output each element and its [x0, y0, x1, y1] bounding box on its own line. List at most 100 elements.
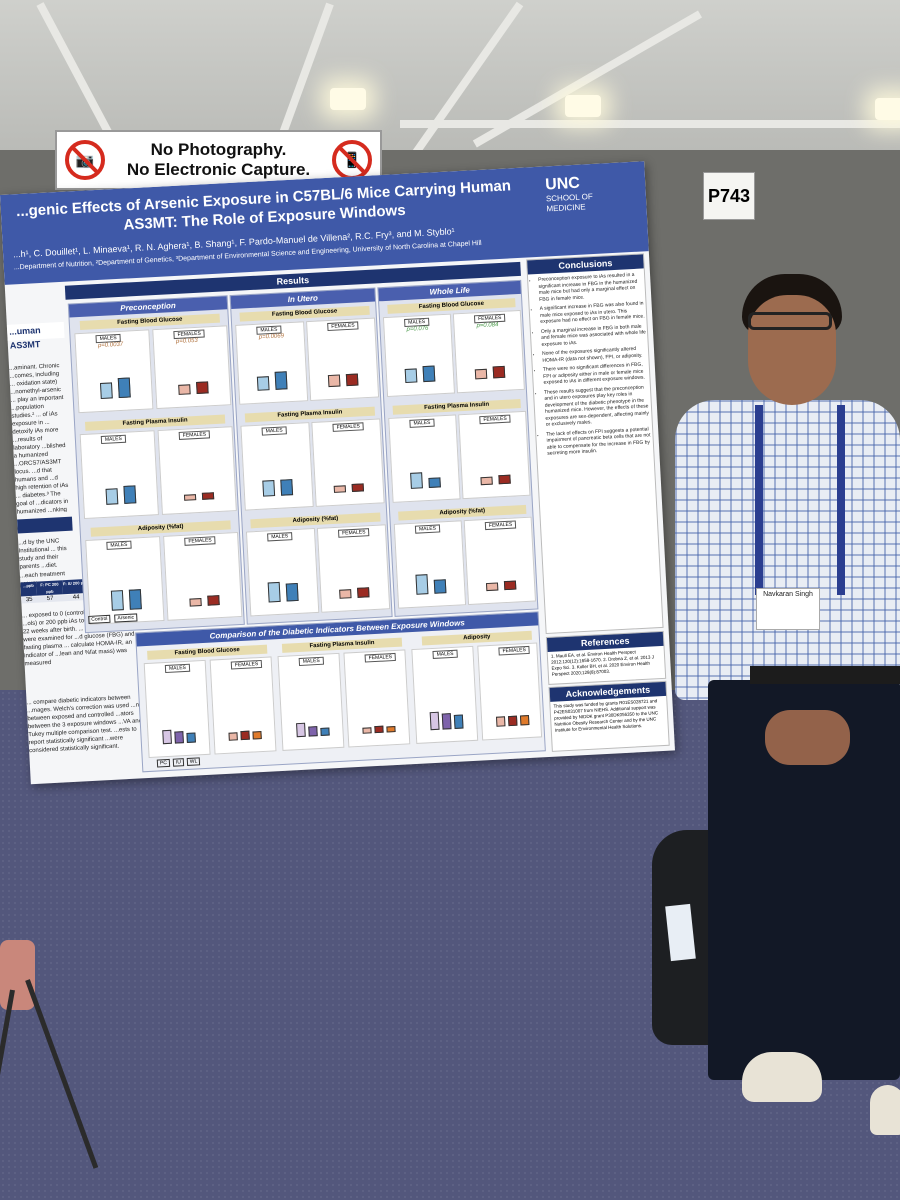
ceiling-light — [565, 95, 601, 117]
boxplot-wl — [453, 714, 464, 729]
boxplot-arsenic — [280, 479, 294, 496]
preconception-panel: Preconception Fasting Blood Glucose MALE… — [67, 295, 245, 634]
chart-fbg-females: FEMALES — [306, 317, 380, 402]
boxplot-wl — [252, 731, 262, 740]
boxplot-control — [178, 384, 191, 395]
boxplot-arsenic — [201, 492, 215, 500]
conclusion-item: These results suggest that the preconcep… — [544, 384, 652, 428]
boxplot-arsenic — [433, 579, 447, 594]
boxplot-wl — [386, 726, 396, 733]
group-label-wl: WL — [186, 757, 201, 766]
boxplot-control — [105, 488, 119, 505]
boxplot-arsenic — [285, 582, 299, 602]
chart-fpi-females: FEMALES — [157, 426, 237, 515]
badge-name: Navkaran Singh — [763, 591, 813, 598]
no-phone-icon: 📱 — [332, 140, 372, 180]
chart-fat-males: MALES — [393, 520, 467, 609]
boxplot-arsenic — [492, 365, 506, 379]
methods-bar — [17, 516, 73, 534]
booth-number: P743 — [703, 172, 755, 220]
boxplot-arsenic — [357, 587, 370, 598]
intro-text: ...aminant. Chronic ...comes, including … — [8, 363, 69, 515]
boxplot-control — [267, 581, 281, 603]
boxplot-arsenic — [196, 381, 209, 394]
comparison-group-labels: PC IU WL — [156, 757, 201, 768]
boxplot-control — [339, 589, 352, 599]
boxplot-pc — [228, 732, 238, 741]
legend-control: Control — [88, 614, 111, 624]
sex-label: FEMALES — [332, 422, 365, 432]
chart-fat-males: MALES — [85, 536, 165, 625]
chair-seat — [0, 940, 35, 1010]
sex-label: MALES — [106, 540, 132, 550]
chart-cmp-fpi-males: MALES — [277, 652, 345, 751]
unc-logo-name: UNC — [544, 174, 581, 194]
boxplot-control — [404, 368, 418, 384]
sex-label: FEMALES — [178, 430, 211, 440]
boxplot-control — [474, 368, 488, 380]
chart-fat-females: FEMALES — [163, 532, 243, 621]
boxplot-arsenic — [351, 483, 365, 492]
sex-label: FEMALES — [327, 321, 359, 332]
sex-label: FEMALES — [337, 528, 370, 538]
boxplot-pc — [296, 722, 306, 738]
boxplot-wl — [320, 727, 330, 736]
boxplot-control — [99, 382, 113, 400]
sex-label: FEMALES — [484, 520, 517, 531]
boxplot-control — [110, 590, 124, 611]
p-value: p=0.076 — [406, 325, 429, 333]
left-shoe — [742, 1052, 822, 1102]
conclusion-item: The lack of effects on FPI suggests a po… — [546, 426, 653, 458]
conclusion-item: Preconception exposure to iAs resulted i… — [538, 271, 645, 303]
boxplot-control — [256, 376, 270, 391]
group-label-pc: PC — [156, 758, 171, 768]
sign-line-2: No Electronic Capture. — [126, 160, 311, 179]
boxplot-arsenic — [498, 474, 511, 485]
sex-label: MALES — [100, 434, 127, 445]
conclusion-item: A significant increase in FBG was also f… — [540, 300, 647, 325]
boxplot-arsenic — [428, 477, 441, 488]
sex-label: MALES — [298, 656, 324, 666]
table-cell: 35 — [25, 596, 33, 604]
chart-fpi-males: MALES — [388, 414, 461, 503]
sex-label: MALES — [267, 532, 293, 542]
sign-text: No Photography. No Electronic Capture. — [113, 140, 324, 180]
boxplot-arsenic — [503, 580, 517, 591]
chart-fbg-males: MALES p=0.0069 — [235, 321, 309, 405]
chart-fpi-males: MALES — [79, 430, 159, 520]
boxplot-arsenic — [274, 371, 288, 390]
chart-fat-females: FEMALES — [316, 524, 391, 613]
chart-cmp-fat-males: MALES — [411, 645, 479, 744]
ceiling-beam — [274, 2, 334, 147]
chart-fpi-females: FEMALES — [458, 410, 531, 500]
references-text: 1. Maull EA, et al. Environ Health Persp… — [550, 649, 655, 677]
boxplot-iu — [240, 730, 250, 741]
boxplot-control — [183, 494, 197, 501]
sex-label: MALES — [432, 649, 458, 659]
chart-cmp-fbg-males: MALES — [143, 659, 211, 758]
boxplot-pc — [162, 729, 172, 745]
right-shoe — [870, 1085, 900, 1135]
chart-fbg-males: MALES p=0.0037 — [74, 329, 154, 414]
chart-fbg-females: FEMALES p=0.053 — [152, 325, 232, 410]
boxplot-control — [327, 374, 341, 388]
table-header-cell: F: PC 200 ppb — [36, 580, 63, 596]
stats-text: ... compare diabetic indicators between … — [26, 694, 146, 755]
chart-cmp-fbg-females: FEMALES — [209, 656, 277, 755]
boxplot-arsenic — [422, 365, 436, 383]
boxplot-control — [333, 485, 347, 493]
left-heading: ...uman AS3MT — [6, 321, 65, 351]
boxplot-wl — [519, 715, 530, 726]
boxplot-pc — [362, 727, 372, 734]
boxplot-iu — [441, 713, 452, 730]
boxplot-wl — [186, 732, 196, 743]
boxplot-control — [480, 476, 493, 486]
clasped-hands — [765, 710, 850, 765]
boxplot-iu — [374, 725, 384, 734]
sign-line-1: No Photography. — [150, 140, 287, 159]
sex-label: MALES — [409, 418, 435, 428]
glasses-icon — [748, 312, 832, 330]
ceiling-light — [330, 88, 366, 110]
conclusions-panel: Conclusions Preconception exposure to iA… — [526, 253, 664, 635]
research-poster: ...genic Effects of Arsenic Exposure in … — [0, 161, 675, 785]
